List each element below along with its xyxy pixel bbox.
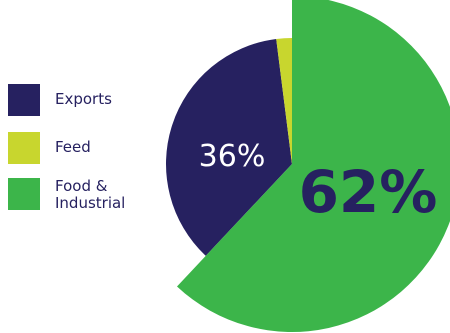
- pie-slice-labels: 36% 62%: [199, 139, 438, 226]
- legend-label-feed: Feed: [55, 138, 91, 156]
- legend-swatch-food-industrial: [8, 178, 40, 210]
- legend-label-food-industrial: Food & Industrial: [55, 177, 126, 212]
- legend-swatch-exports: [8, 84, 40, 116]
- pie-slice-food-industrial: [176, 0, 450, 332]
- legend-item-food-industrial: Food & Industrial: [8, 178, 125, 212]
- pie-slices: [166, 0, 450, 332]
- legend-item-exports: Exports: [8, 84, 112, 116]
- legend-item-feed: Feed: [8, 132, 91, 164]
- pie-label-exports: 36%: [199, 139, 266, 174]
- pie-slice-exports: [166, 38, 292, 256]
- legend-label-exports: Exports: [55, 90, 112, 108]
- pie-slice-feed: [276, 38, 292, 164]
- legend-swatch-feed: [8, 132, 40, 164]
- pie-label-food-industrial: 62%: [299, 158, 438, 226]
